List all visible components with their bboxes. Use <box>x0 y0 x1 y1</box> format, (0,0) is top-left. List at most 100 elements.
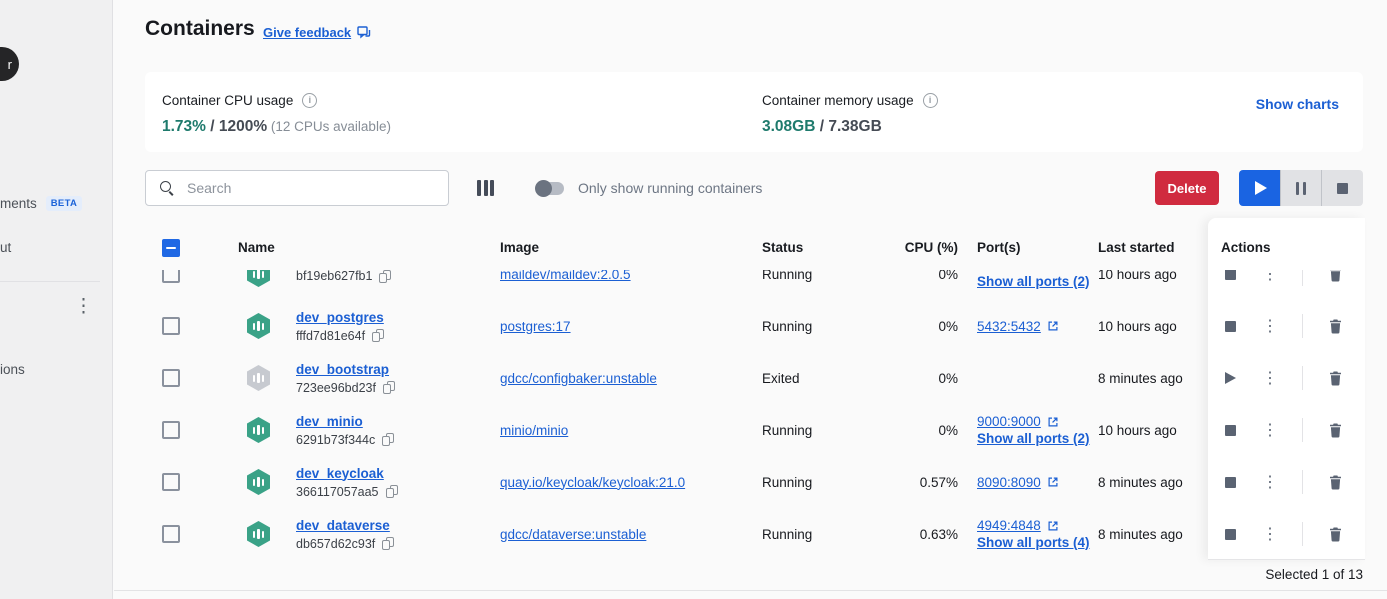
row-menu-icon[interactable] <box>1250 270 1290 300</box>
running-only-toggle[interactable] <box>535 180 564 197</box>
row-start-stop-button[interactable] <box>1210 270 1250 300</box>
copy-icon[interactable] <box>382 537 395 550</box>
image-link[interactable]: minio/minio <box>500 422 569 438</box>
sidebar-item-about[interactable]: ut <box>0 240 11 255</box>
container-name-link[interactable]: dev_keycloak <box>296 465 384 481</box>
column-header-status[interactable]: Status <box>762 240 804 255</box>
copy-icon[interactable] <box>372 329 385 342</box>
row-checkbox[interactable] <box>162 421 180 439</box>
port-link[interactable]: 9000:9000 <box>977 414 1041 429</box>
row-start-stop-button[interactable] <box>1210 352 1250 404</box>
container-icon-cell <box>247 270 270 300</box>
pause-icon <box>1295 181 1307 195</box>
port-link[interactable]: 5432:5432 <box>977 318 1041 334</box>
columns-icon[interactable] <box>477 180 494 196</box>
sidebar-item-environments[interactable]: ments BETA <box>0 196 83 211</box>
actions-divider <box>1302 418 1303 442</box>
copy-icon[interactable] <box>382 381 395 394</box>
info-icon[interactable]: i <box>302 93 318 108</box>
toggle-knob <box>535 180 552 197</box>
container-icon-cell <box>247 352 270 404</box>
ports-cell: 4949:4848 Show all ports (4) <box>977 508 1090 560</box>
column-header-name[interactable]: Name <box>238 240 275 255</box>
copy-icon[interactable] <box>382 433 395 446</box>
image-cell: minio/minio <box>500 404 568 456</box>
container-icon-cell <box>247 456 270 508</box>
sidebar-kebab-icon[interactable] <box>74 303 88 311</box>
select-all-checkbox[interactable] <box>162 239 180 257</box>
port-line: 8090:8090 <box>977 475 1059 490</box>
row-checkbox-cell <box>162 270 180 300</box>
copy-icon[interactable] <box>379 270 392 283</box>
sidebar-item-extensions[interactable]: ions <box>0 362 25 377</box>
row-checkbox[interactable] <box>162 473 180 491</box>
trash-icon[interactable] <box>1315 404 1355 456</box>
container-id: 366117057aa5 <box>296 484 379 499</box>
cpu-value: 0% <box>938 318 958 334</box>
search-box[interactable] <box>145 170 449 206</box>
image-link[interactable]: maildev/maildev:2.0.5 <box>500 270 631 282</box>
port-link[interactable]: 8090:8090 <box>977 474 1041 490</box>
search-input[interactable] <box>187 180 437 196</box>
show-all-ports-link[interactable]: Show all ports (2) <box>977 273 1090 289</box>
copy-icon[interactable] <box>385 485 398 498</box>
column-header-ports[interactable]: Port(s) <box>977 240 1021 255</box>
start-button[interactable] <box>1239 170 1280 206</box>
row-checkbox[interactable] <box>162 270 180 283</box>
show-all-ports-link[interactable]: Show all ports (4) <box>977 535 1090 550</box>
column-header-last-started[interactable]: Last started <box>1098 240 1175 255</box>
stop-icon <box>1224 476 1236 488</box>
image-cell: gdcc/configbaker:unstable <box>500 352 657 404</box>
port-link[interactable]: 4949:4848 <box>977 518 1041 533</box>
last-started: 8 minutes ago <box>1098 370 1183 386</box>
container-name-link[interactable]: dev_minio <box>296 413 363 429</box>
delete-button[interactable]: Delete <box>1155 171 1219 205</box>
row-menu-icon[interactable] <box>1250 404 1290 456</box>
trash-icon[interactable] <box>1315 508 1355 560</box>
stop-button[interactable] <box>1321 170 1363 206</box>
page-title: Containers <box>145 17 255 40</box>
container-name-link[interactable]: dev_postgres <box>296 309 384 325</box>
row-start-stop-button[interactable] <box>1210 456 1250 508</box>
row-menu-icon[interactable] <box>1250 456 1290 508</box>
row-checkbox[interactable] <box>162 317 180 335</box>
give-feedback-link[interactable]: Give feedback <box>263 25 371 40</box>
row-checkbox[interactable] <box>162 369 180 387</box>
trash-icon[interactable] <box>1315 270 1355 300</box>
table-body-viewport[interactable]: bf19eb627fb1 maildev/maildev:2.0.5 Runni… <box>113 270 1387 560</box>
table-row: dev_minio 6291b73f344c minio/minio Runni… <box>113 404 1387 456</box>
actions-divider <box>1302 366 1303 390</box>
show-charts-link[interactable]: Show charts <box>1255 96 1339 112</box>
sidebar-divider <box>0 281 100 282</box>
image-link[interactable]: gdcc/dataverse:unstable <box>500 526 647 542</box>
container-name-link[interactable]: dev_bootstrap <box>296 361 390 377</box>
column-header-image[interactable]: Image <box>500 240 540 255</box>
row-menu-icon[interactable] <box>1250 352 1290 404</box>
stop-icon <box>1337 182 1349 194</box>
trash-icon[interactable] <box>1315 456 1355 508</box>
trash-icon[interactable] <box>1315 352 1355 404</box>
image-link[interactable]: quay.io/keycloak/keycloak:21.0 <box>500 474 686 490</box>
row-menu-icon[interactable] <box>1250 508 1290 560</box>
external-link-icon[interactable] <box>1047 320 1059 332</box>
external-link-icon[interactable] <box>1047 520 1059 532</box>
cpu-value: 0% <box>938 270 958 282</box>
image-link[interactable]: gdcc/configbaker:unstable <box>500 370 657 386</box>
give-feedback-label: Give feedback <box>263 25 352 40</box>
row-start-stop-button[interactable] <box>1210 404 1250 456</box>
info-icon[interactable]: i <box>922 93 938 108</box>
image-link[interactable]: postgres:17 <box>500 318 571 334</box>
show-all-ports-link[interactable]: Show all ports (2) <box>977 431 1090 446</box>
row-checkbox[interactable] <box>162 525 180 543</box>
container-name-link[interactable]: dev_dataverse <box>296 517 390 533</box>
external-link-icon[interactable] <box>1047 476 1059 488</box>
row-start-stop-button[interactable] <box>1210 300 1250 352</box>
external-link-icon[interactable] <box>1047 416 1059 428</box>
pause-button[interactable] <box>1279 170 1322 206</box>
last-started: 10 hours ago <box>1098 422 1177 438</box>
trash-icon[interactable] <box>1315 300 1355 352</box>
row-start-stop-button[interactable] <box>1210 508 1250 560</box>
row-menu-icon[interactable] <box>1250 300 1290 352</box>
column-header-cpu[interactable]: CPU (%) <box>904 240 958 255</box>
